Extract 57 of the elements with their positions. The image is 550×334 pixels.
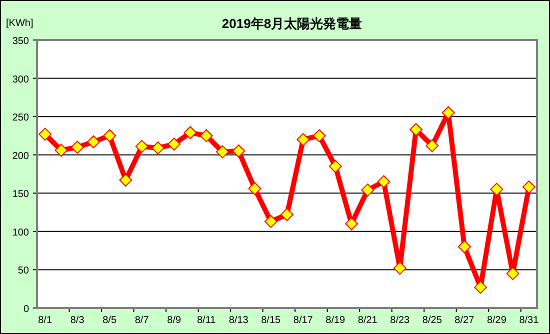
point <box>474 280 488 294</box>
point <box>184 126 197 140</box>
point <box>232 144 246 158</box>
x-tick-label: 8/1 <box>38 315 52 326</box>
point <box>248 182 262 196</box>
x-tick-label: 8/31 <box>519 315 540 326</box>
y-tick-label: 0 <box>23 304 30 315</box>
point <box>490 182 504 196</box>
point <box>216 145 229 158</box>
point <box>377 175 390 188</box>
point <box>103 129 116 142</box>
point <box>328 160 342 173</box>
x-tick-label: 8/17 <box>293 315 314 326</box>
point <box>442 106 455 120</box>
y-tick-label: 50 <box>18 266 30 277</box>
point <box>361 184 374 197</box>
y-tick-label: 300 <box>12 74 30 86</box>
x-tick-label: 8/27 <box>454 315 475 326</box>
y-tick-label: 350 <box>12 36 30 47</box>
point <box>393 262 406 275</box>
y-tick-label: 100 <box>12 227 30 238</box>
x-tick-label: 8/25 <box>422 315 442 326</box>
x-tick-label: 8/19 <box>326 315 346 326</box>
y-axis-title: [KWh] <box>6 18 34 29</box>
x-tick-label: 8/15 <box>261 315 282 326</box>
point <box>296 133 310 146</box>
y-tick-label: 250 <box>12 112 30 124</box>
x-tick-label: 8/29 <box>486 315 507 326</box>
point <box>135 140 148 153</box>
point <box>54 144 68 157</box>
x-tick-label: 8/13 <box>228 315 249 326</box>
point <box>458 240 471 254</box>
point <box>506 267 520 280</box>
x-tick-label: 8/23 <box>390 315 410 326</box>
point <box>426 139 439 152</box>
x-tick-label: 8/9 <box>167 315 182 326</box>
point <box>168 138 181 151</box>
point <box>264 214 278 228</box>
point <box>200 129 213 142</box>
point <box>38 128 52 141</box>
point <box>312 129 326 142</box>
x-tick-label: 8/11 <box>196 315 216 326</box>
x-tick-label: 8/21 <box>358 315 378 326</box>
point <box>86 135 100 148</box>
point <box>280 208 294 222</box>
x-tick-label: 8/7 <box>134 315 150 326</box>
x-tick-label: 8/5 <box>102 315 117 326</box>
point <box>151 141 164 154</box>
point <box>70 140 84 154</box>
y-tick-label: 200 <box>12 150 30 162</box>
point <box>410 123 423 136</box>
chart-title: 2019年8月太陽光発電量 <box>222 16 362 31</box>
y-tick-label: 150 <box>12 189 30 200</box>
point <box>522 180 536 194</box>
point <box>345 217 358 230</box>
point <box>119 174 132 187</box>
x-tick-label: 8/3 <box>70 315 85 326</box>
